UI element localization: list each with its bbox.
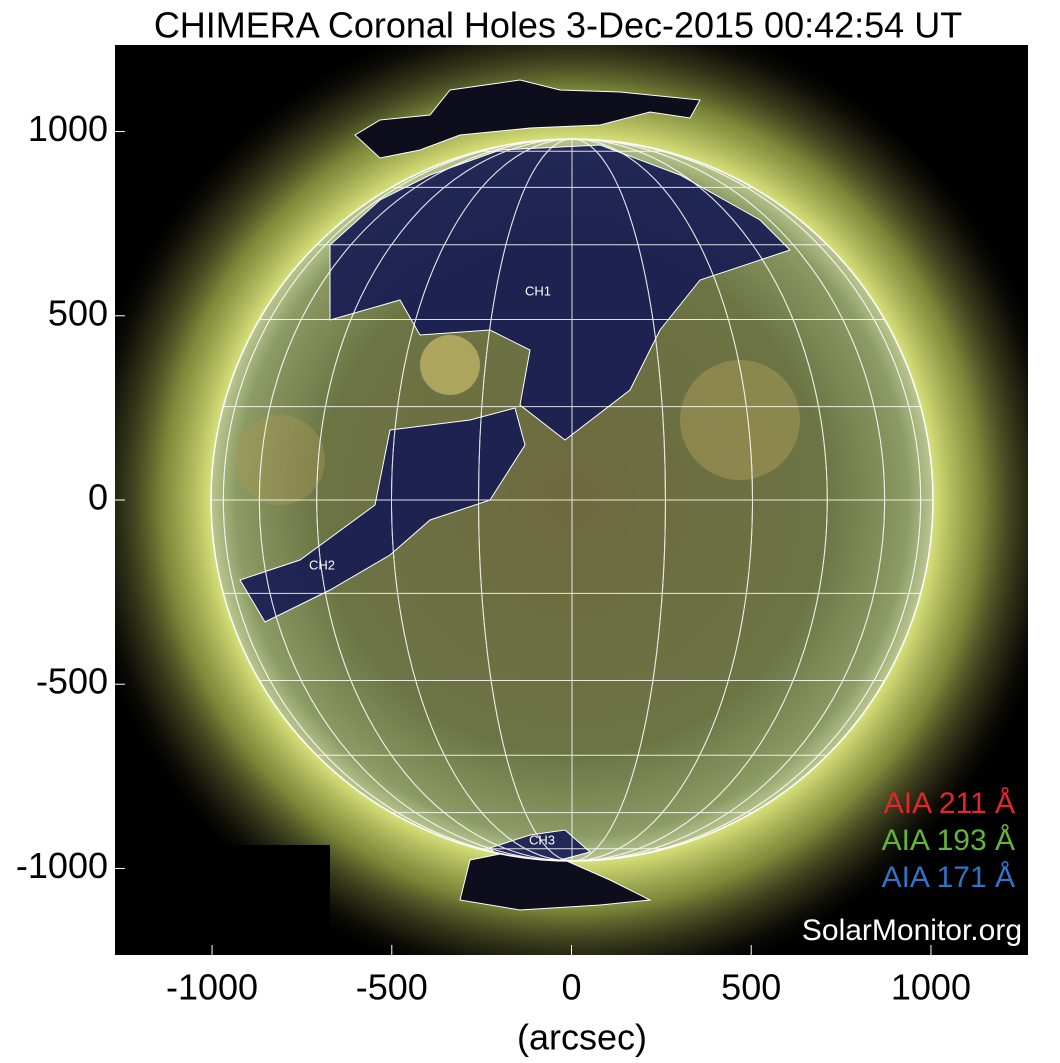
y-tick-label: -1000	[16, 845, 108, 886]
coronal-hole	[239, 407, 526, 623]
x-tick-label: -500	[356, 967, 428, 1008]
x-tick-label: 1000	[891, 967, 971, 1008]
coronal-hole-outline	[354, 79, 701, 159]
active-region	[680, 360, 800, 480]
x-tick-label: -1000	[166, 967, 258, 1008]
region-label: CH2	[309, 557, 335, 572]
x-axis-label: (arcsec)	[517, 1017, 647, 1058]
solar-image: CH1 CH2 CH3 SolarMonitor.org	[115, 45, 1028, 955]
legend-entry: AIA 193 Å	[882, 824, 1015, 857]
region-label: CH3	[529, 832, 555, 847]
y-tick-label: 500	[48, 292, 108, 333]
x-tick-label: 0	[561, 967, 581, 1008]
limb	[210, 138, 934, 862]
region-label: CH1	[525, 283, 551, 298]
credit: SolarMonitor.org	[802, 914, 1022, 947]
x-tick-label: 500	[721, 967, 781, 1008]
y-tick-label: 1000	[28, 108, 108, 149]
missing-data	[115, 845, 330, 955]
coronal-holes	[211, 139, 933, 861]
heliographic-grid	[211, 139, 933, 861]
legend-entry: AIA 171 Å	[882, 861, 1015, 894]
y-tick-label: -500	[36, 661, 108, 702]
coronal-hole	[329, 144, 791, 441]
chart-title: CHIMERA Coronal Holes 3-Dec-2015 00:42:5…	[154, 5, 962, 46]
legend-entry: AIA 211 Å	[884, 787, 1015, 820]
active-region	[420, 335, 480, 395]
y-tick-label: 0	[88, 477, 108, 518]
active-region	[235, 415, 325, 505]
